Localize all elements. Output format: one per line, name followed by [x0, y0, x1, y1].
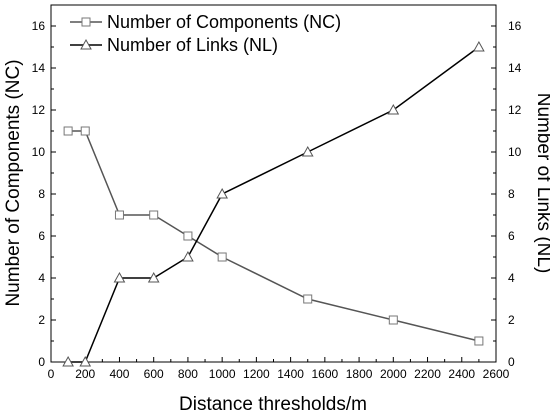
data-series: [62, 40, 485, 367]
left-y-tick-label: 14: [32, 61, 46, 75]
legend-label-nc: Number of Components (NC): [107, 12, 341, 32]
x-tick-label: 1600: [311, 367, 338, 381]
x-tick-label: 2200: [414, 367, 441, 381]
nc-point-marker: [474, 336, 484, 346]
x-tick-label: 600: [144, 367, 164, 381]
nl-point-marker: [113, 271, 126, 283]
nl-point-marker: [79, 355, 92, 367]
legend-marker-triangle: [80, 38, 92, 50]
legend-marker-square: [81, 17, 91, 27]
right-y-tick-label: 8: [508, 187, 515, 201]
x-tick-label: 400: [109, 367, 129, 381]
x-tick-label: 2000: [380, 367, 407, 381]
nc-point-marker: [149, 210, 159, 220]
axis-ticks: 0 200 400 600 800 1000 1200 1400 1600 1800 2000 220…: [32, 4, 522, 381]
right-axis-title: Number of Links (NL): [533, 93, 550, 274]
legend-label-nl: Number of Links (NL): [107, 35, 278, 55]
nc-point-marker: [114, 210, 124, 220]
right-y-tick-label: 16: [508, 19, 522, 33]
nl-point-marker: [387, 103, 400, 115]
left-y-tick-label: 2: [38, 313, 45, 327]
nc-point-marker: [388, 315, 398, 325]
plot-frame: [50, 4, 497, 363]
right-y-tick-label: 2: [508, 313, 515, 327]
x-tick-label: 1200: [243, 367, 270, 381]
left-axis-title: Number of Components (NC): [3, 59, 24, 306]
nl-point-marker: [301, 145, 314, 157]
nc-point-marker: [63, 126, 73, 136]
nc-point-marker: [183, 231, 193, 241]
nl-point-marker: [216, 187, 229, 199]
series-line-nl: [68, 46, 480, 363]
right-y-tick-label: 12: [508, 103, 522, 117]
x-tick-label: 1000: [209, 367, 236, 381]
x-tick-label: 0: [48, 367, 55, 381]
x-tick-label: 2400: [448, 367, 475, 381]
series-line-nc: [68, 130, 480, 342]
right-y-tick-label: 10: [508, 145, 522, 159]
left-y-tick-label: 16: [32, 19, 46, 33]
left-y-tick-label: 4: [38, 271, 45, 285]
nc-point-marker: [80, 126, 90, 136]
right-y-tick-label: 0: [508, 355, 515, 369]
right-y-tick-label: 14: [508, 61, 522, 75]
nl-point-marker: [473, 40, 485, 52]
right-y-tick-label: 4: [508, 271, 515, 285]
nc-point-marker: [303, 294, 313, 304]
nl-point-marker: [62, 355, 74, 367]
left-y-tick-label: 12: [32, 103, 46, 117]
x-tick-label: 200: [75, 367, 95, 381]
nc-point-marker: [217, 252, 227, 262]
x-tick-label: 1400: [277, 367, 304, 381]
x-tick-label: 2600: [483, 367, 510, 381]
x-tick-label: 800: [178, 367, 198, 381]
left-y-tick-label: 0: [38, 355, 45, 369]
left-y-tick-label: 8: [38, 187, 45, 201]
x-axis-title: Distance thresholds/m: [179, 394, 367, 415]
right-y-tick-label: 6: [508, 229, 515, 243]
legend: Number of Components (NC) Number of Link…: [70, 12, 341, 55]
left-y-tick-label: 10: [32, 145, 46, 159]
x-tick-label: 1800: [346, 367, 373, 381]
left-y-tick-label: 6: [38, 229, 45, 243]
nl-point-marker: [182, 250, 194, 262]
nl-point-marker: [147, 271, 160, 283]
